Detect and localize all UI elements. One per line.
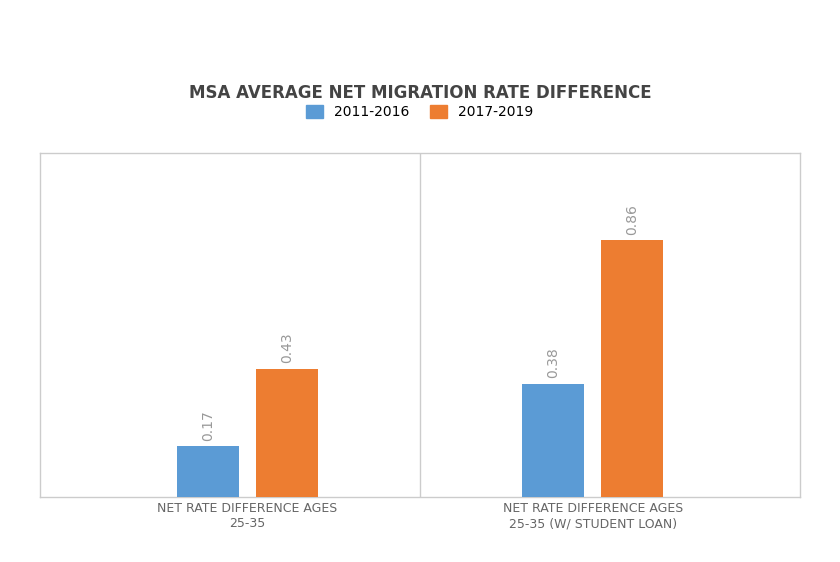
Text: 0.17: 0.17 — [201, 410, 215, 441]
Text: 0.86: 0.86 — [625, 204, 639, 235]
Text: 0.38: 0.38 — [546, 347, 560, 378]
Title: MSA AVERAGE NET MIGRATION RATE DIFFERENCE: MSA AVERAGE NET MIGRATION RATE DIFFERENC… — [189, 84, 651, 102]
Bar — [601, 240, 664, 497]
Bar — [176, 446, 239, 497]
Bar — [522, 384, 584, 497]
Text: 0.43: 0.43 — [280, 333, 294, 363]
Legend: 2011-2016, 2017-2019: 2011-2016, 2017-2019 — [300, 98, 540, 126]
Bar — [256, 369, 318, 497]
